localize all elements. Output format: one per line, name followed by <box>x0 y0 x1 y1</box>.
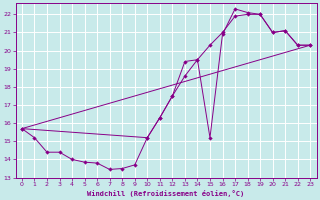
X-axis label: Windchill (Refroidissement éolien,°C): Windchill (Refroidissement éolien,°C) <box>87 190 245 197</box>
